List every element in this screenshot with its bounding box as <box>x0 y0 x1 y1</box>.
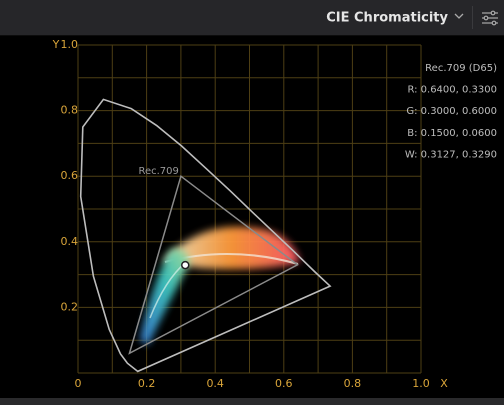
gamut-info: B: 0.1500, 0.0600 <box>407 128 497 139</box>
x-tick-label: 0.4 <box>206 377 224 390</box>
y-tick-label: 0.8 <box>61 104 79 117</box>
header-bar <box>0 0 504 35</box>
plot: Rec.709 <box>128 166 299 355</box>
gamut-info: R: 0.6400, 0.3300 <box>407 85 497 96</box>
bottom-bar <box>0 398 504 405</box>
gamut-triangle <box>128 174 299 355</box>
gamut-info: W: 0.3127, 0.3290 <box>405 149 497 160</box>
spectral-locus <box>79 98 332 373</box>
x-tick-label: 0 <box>75 377 82 390</box>
x-axis-label: X <box>440 377 448 390</box>
gamut-info: Rec.709 (D65) <box>425 63 497 74</box>
y-axis-label: Y <box>52 38 60 51</box>
dropdown-chevron[interactable] <box>454 13 464 19</box>
gamut-info: G: 0.3000, 0.6000 <box>406 106 497 117</box>
x-tick-label: 1.0 <box>412 377 430 390</box>
x-tick-label: 0.6 <box>275 377 293 390</box>
white-point <box>181 260 190 270</box>
y-tick-label: 0.4 <box>61 235 79 248</box>
y-tick-label: 0.2 <box>61 300 79 313</box>
gamut-label: Rec.709 <box>138 166 178 177</box>
x-tick-label: 0.8 <box>344 377 362 390</box>
scope-title[interactable]: CIE Chromaticity <box>326 11 448 26</box>
settings-icon[interactable] <box>482 10 498 26</box>
y-tick-label: 0.6 <box>61 169 79 182</box>
x-tick-label: 0.2 <box>138 377 156 390</box>
y-tick-label: 1.0 <box>61 38 79 51</box>
pixel-cloud <box>140 226 300 345</box>
